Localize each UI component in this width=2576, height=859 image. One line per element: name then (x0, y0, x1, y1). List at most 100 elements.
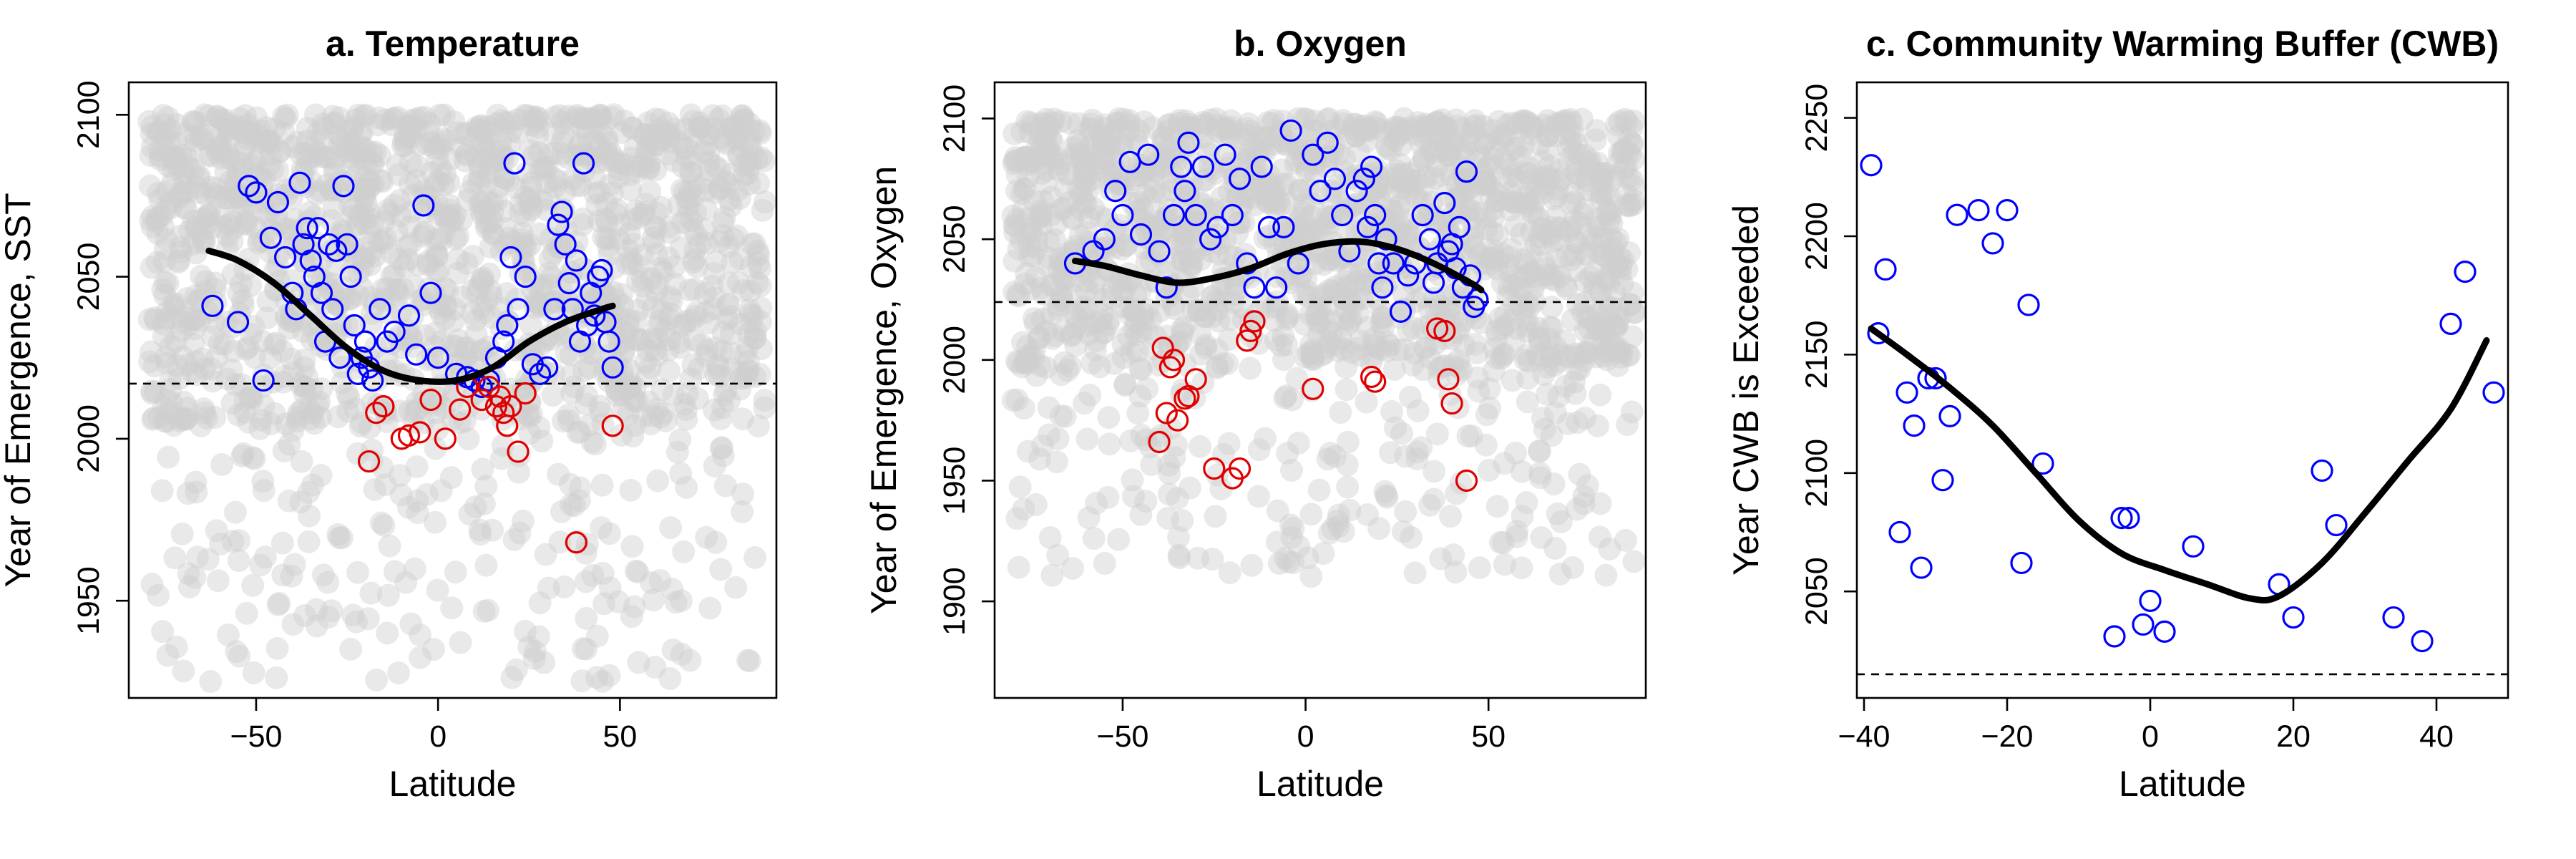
cloud-point (1029, 203, 1053, 227)
data-point (405, 343, 428, 366)
cloud-point (161, 293, 185, 316)
cloud-point (726, 123, 750, 147)
cloud-point (1060, 323, 1084, 346)
cloud-point (1318, 442, 1342, 465)
data-point (1302, 377, 1324, 400)
cloud-point (1384, 416, 1407, 440)
cloud-point (1010, 120, 1034, 144)
cloud-point (608, 228, 631, 251)
cloud-point (1496, 167, 1519, 190)
cloud-point (1109, 132, 1133, 156)
cloud-point (709, 436, 733, 460)
cloud-point (1172, 175, 1196, 198)
cloud-point (519, 175, 543, 199)
cloud-point (1416, 115, 1440, 138)
cloud-point (266, 593, 290, 616)
cloud-point (1402, 185, 1426, 209)
cloud-point (697, 311, 721, 335)
cloud-point (708, 176, 732, 200)
data-point (1170, 155, 1193, 178)
cloud-point (386, 283, 410, 307)
cloud-point (1387, 194, 1411, 218)
cloud-point (1040, 326, 1064, 350)
data-point (1137, 143, 1160, 166)
cloud-point (746, 271, 769, 294)
cloud-point (537, 261, 561, 285)
cloud-point (1355, 130, 1379, 153)
cloud-point (1572, 341, 1596, 364)
cloud-point (632, 122, 655, 146)
cloud-point (572, 359, 596, 382)
cloud-point (431, 127, 454, 150)
cloud-point (182, 110, 206, 134)
cloud-point (741, 304, 765, 327)
cloud-point (386, 153, 409, 177)
cloud-point (464, 323, 488, 346)
cloud-point (1276, 267, 1299, 291)
cloud-point (1103, 352, 1126, 376)
cloud-point (711, 444, 735, 467)
cloud-point (1528, 225, 1551, 248)
cloud-point (1551, 112, 1574, 135)
cloud-point (1492, 147, 1516, 170)
cloud-point (1153, 251, 1176, 274)
cloud-point (291, 319, 315, 343)
data-point (434, 427, 457, 450)
cloud-point (446, 121, 469, 145)
cloud-point (1118, 109, 1141, 132)
cloud-point (1599, 203, 1622, 227)
cloud-point (1162, 145, 1186, 169)
cloud-point (1379, 441, 1402, 465)
cloud-point (429, 479, 453, 503)
cloud-point (1310, 213, 1334, 236)
cloud-point (1388, 215, 1412, 238)
cloud-point (1053, 351, 1076, 374)
cloud-point (1263, 177, 1287, 200)
cloud-point (1564, 342, 1588, 366)
y-tick-label: 1950 (937, 447, 972, 515)
cloud-point (591, 562, 615, 586)
cloud-point (263, 402, 286, 425)
cloud-point (709, 407, 733, 431)
cloud-point (1520, 200, 1543, 224)
cloud-point (1574, 144, 1597, 168)
cloud-point (1272, 325, 1295, 349)
cloud-point (608, 152, 632, 175)
cloud-point (323, 111, 346, 135)
cloud-point (348, 203, 372, 227)
cloud-point (526, 116, 550, 140)
cloud-point (232, 442, 255, 465)
cloud-point (1223, 173, 1246, 196)
cloud-point (753, 389, 776, 412)
cloud-point (225, 640, 248, 664)
cloud-point (147, 406, 170, 430)
cloud-point (1219, 109, 1243, 132)
cloud-point (274, 412, 298, 436)
cloud-point (1477, 174, 1501, 198)
cloud-point (220, 392, 244, 415)
cloud-point (1469, 146, 1493, 170)
cloud-point (1062, 135, 1085, 159)
cloud-point (1256, 173, 1279, 196)
cloud-point (183, 307, 207, 331)
cloud-point (1591, 227, 1615, 251)
cloud-point (205, 519, 228, 543)
cloud-point (292, 356, 316, 379)
cloud-point (600, 181, 624, 205)
cloud-point (616, 238, 640, 262)
cloud-point (464, 309, 487, 332)
cloud-point (164, 329, 187, 353)
cloud-point (180, 360, 204, 384)
cloud-point (205, 176, 228, 200)
cloud-point (565, 104, 589, 127)
cloud-point (1589, 383, 1612, 407)
cloud-point (1410, 436, 1433, 460)
cloud-point (583, 182, 607, 205)
cloud-point (1270, 158, 1294, 182)
cloud-point (673, 392, 696, 416)
cloud-point (1369, 311, 1392, 334)
cloud-point (1618, 241, 1641, 265)
cloud-point (1424, 111, 1448, 135)
cloud-point (1249, 126, 1272, 150)
cloud-point (662, 383, 686, 407)
